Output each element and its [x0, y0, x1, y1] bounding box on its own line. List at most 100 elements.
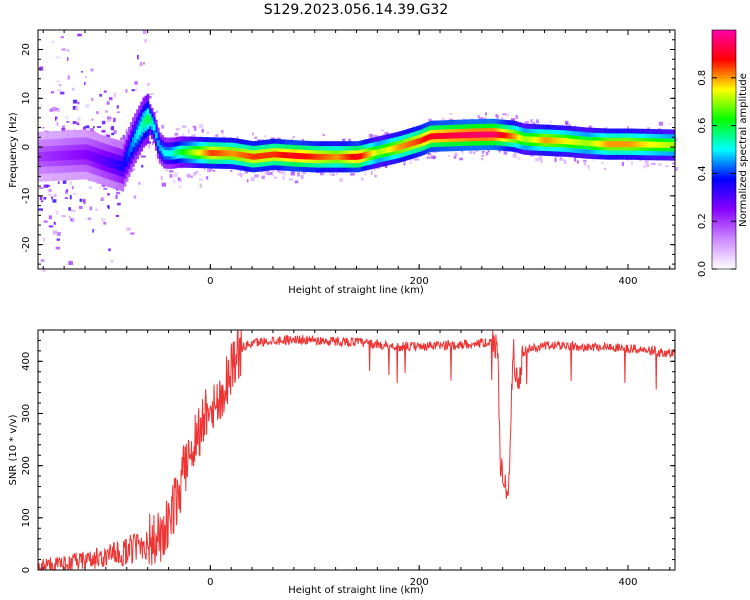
- heatmap-cell: [261, 175, 265, 179]
- spectrogram-ridge: [38, 93, 676, 192]
- heatmap-cell: [91, 118, 94, 121]
- heatmap-cell: [192, 149, 196, 156]
- heatmap-cell: [75, 106, 79, 111]
- heatmap-cell: [479, 117, 483, 120]
- heatmap-cell: [583, 139, 586, 146]
- heatmap-cell: [217, 150, 221, 157]
- heatmap-cell: [505, 132, 509, 139]
- heatmap-cell: [123, 157, 127, 167]
- heatmap-cell: [515, 114, 519, 119]
- heatmap-cell: [215, 150, 219, 156]
- colorbar-tick-label: 0.2: [697, 213, 708, 229]
- heatmap-cell: [79, 150, 83, 160]
- heatmap-cell: [666, 142, 670, 148]
- heatmap-cell: [373, 166, 376, 171]
- heatmap-cell: [239, 173, 243, 178]
- heatmap-cell: [292, 152, 296, 159]
- heatmap-cell: [138, 182, 141, 185]
- heatmap-cell: [75, 150, 79, 160]
- heatmap-cell: [384, 164, 387, 169]
- heatmap-cell: [244, 152, 248, 159]
- heatmap-cell: [263, 152, 267, 159]
- heatmap-cell: [491, 131, 494, 138]
- heatmap-cell: [526, 136, 530, 143]
- heatmap-cell: [553, 137, 557, 144]
- heatmap-cell: [484, 131, 488, 138]
- heatmap-cell: [620, 141, 624, 148]
- heatmap-cell: [191, 134, 196, 139]
- heatmap-cell: [604, 141, 607, 147]
- heatmap-cell: [48, 215, 52, 220]
- colorbar-tick-label: 0.0: [697, 261, 708, 277]
- heatmap-cell: [130, 232, 135, 235]
- heatmap-cell: [141, 155, 146, 158]
- heatmap-cell: [290, 171, 295, 176]
- heatmap-cell: [276, 151, 279, 158]
- heatmap-cell: [68, 260, 73, 265]
- heatmap-cell: [342, 153, 346, 160]
- heatmap-cell: [270, 172, 273, 175]
- heatmap-cell: [668, 142, 672, 148]
- heatmap-cell: [428, 118, 430, 122]
- heatmap-cell: [265, 152, 269, 159]
- heatmap-cell: [63, 150, 66, 161]
- heatmap-cell: [355, 153, 359, 160]
- heatmap-cell: [496, 114, 499, 120]
- heatmap-cell: [372, 150, 375, 157]
- heatmap-cell: [527, 119, 529, 122]
- heatmap-cell: [255, 153, 258, 160]
- heatmap-cell: [457, 132, 461, 139]
- heatmap-cell: [338, 153, 342, 160]
- heatmap-cell: [635, 141, 638, 148]
- heatmap-cell: [578, 139, 582, 146]
- heatmap-cell: [320, 172, 322, 176]
- heatmap-cell: [83, 149, 87, 160]
- heatmap-cell: [487, 131, 490, 138]
- heatmap-cell: [507, 132, 511, 139]
- heatmap-cell: [477, 114, 480, 119]
- heatmap-cell: [574, 157, 577, 162]
- heatmap-cell: [606, 126, 608, 130]
- heatmap-cell: [134, 133, 137, 143]
- heatmap-cell: [482, 117, 486, 120]
- heatmap-cell: [604, 167, 606, 170]
- heatmap-cell: [468, 150, 473, 154]
- heatmap-cell: [77, 116, 81, 122]
- heatmap-cell: [347, 153, 350, 160]
- heatmap-cell: [160, 175, 163, 181]
- heatmap-cell: [116, 105, 119, 109]
- x-tick-label: 0: [207, 276, 213, 287]
- heatmap-cell: [627, 126, 629, 129]
- heatmap-cell: [409, 140, 413, 147]
- heatmap-cell: [537, 137, 540, 143]
- heatmap-cell: [150, 120, 154, 127]
- heatmap-cell: [155, 132, 158, 139]
- heatmap-cell: [289, 178, 293, 181]
- heatmap-cell: [111, 158, 114, 168]
- heatmap-cell: [329, 171, 333, 176]
- heatmap-cell: [87, 217, 92, 221]
- heatmap-cell: [142, 118, 146, 128]
- heatmap-cell: [516, 134, 519, 141]
- heatmap-cell: [583, 159, 587, 162]
- y-tick-label: 200: [21, 456, 32, 475]
- heatmap-cell: [55, 80, 61, 83]
- heatmap-cell: [530, 119, 533, 123]
- heatmap-cell: [576, 139, 580, 146]
- heatmap-cell: [199, 178, 204, 182]
- heatmap-cell: [239, 168, 242, 173]
- heatmap-cell: [572, 139, 576, 145]
- heatmap-cell: [449, 113, 453, 115]
- heatmap-cell: [322, 133, 325, 137]
- heatmap-cell: [92, 229, 94, 233]
- heatmap-cell: [56, 238, 60, 241]
- heatmap-cell: [559, 156, 563, 161]
- heatmap-cell: [148, 116, 152, 123]
- heatmap-cell: [481, 151, 484, 154]
- heatmap-cell: [122, 134, 125, 139]
- heatmap-cell: [195, 170, 198, 174]
- heatmap-cell: [443, 132, 446, 139]
- heatmap-cell: [66, 121, 70, 123]
- heatmap-cell: [560, 138, 563, 144]
- heatmap-cell: [169, 170, 174, 173]
